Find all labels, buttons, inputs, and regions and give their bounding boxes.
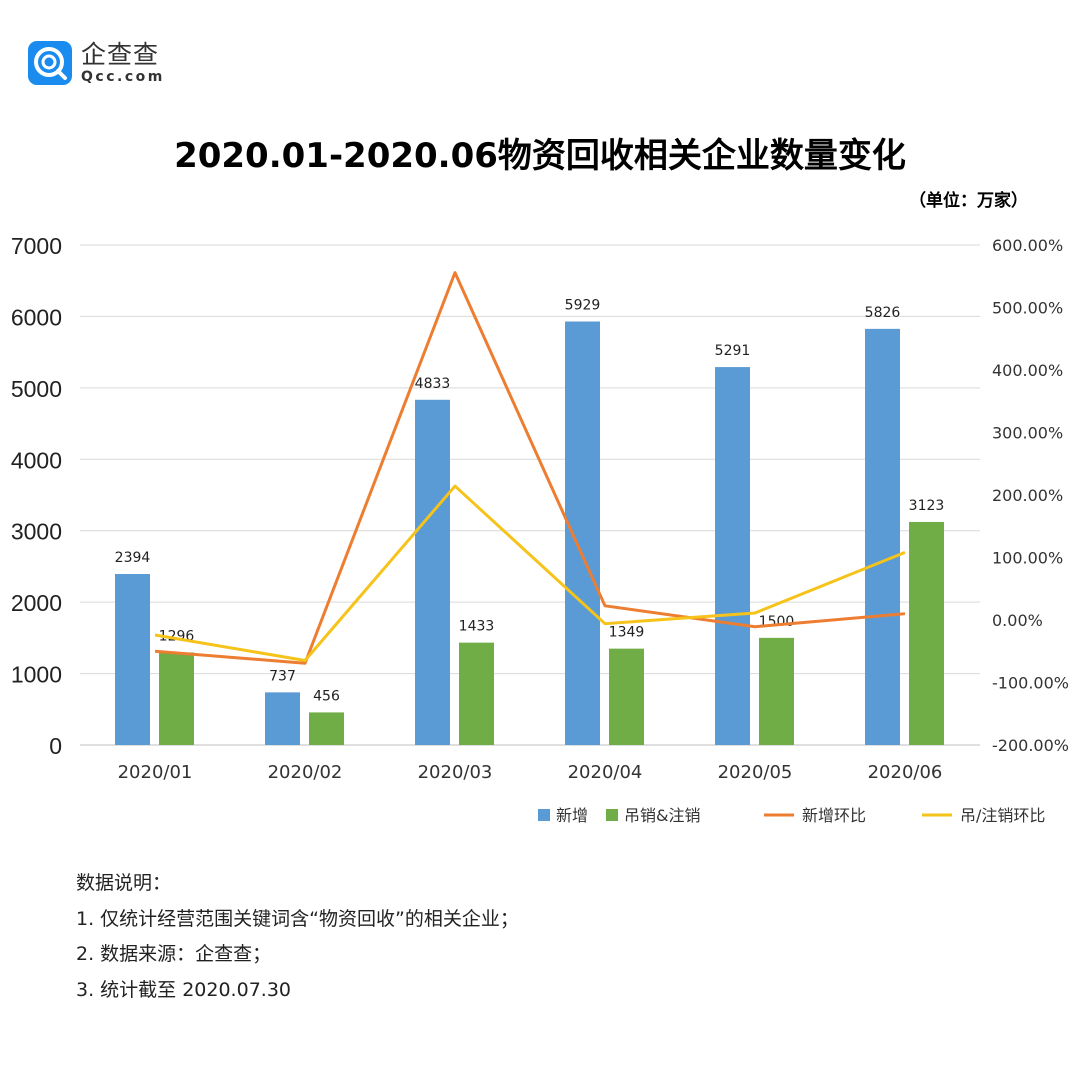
x-tick: 2020/04 [568, 762, 643, 783]
y-right-tick: 100.00% [992, 549, 1063, 568]
x-tick: 2020/06 [868, 762, 943, 783]
y-left-tick: 4000 [11, 447, 62, 473]
y-left-tick: 6000 [11, 304, 62, 330]
bar-revoked [609, 648, 644, 745]
y-left-tick: 1000 [11, 662, 62, 688]
bar-revoked [459, 642, 494, 745]
y-right-tick: 500.00% [992, 299, 1063, 318]
data-label: 4833 [415, 376, 451, 392]
chart: 0 1000 2000 3000 4000 5000 6000 7000 -200.00% -10… [11, 233, 1069, 825]
data-label: 5929 [565, 298, 601, 314]
bar-revoked [309, 712, 344, 745]
notes: 数据说明： 1. 仅统计经营范围关键词含“物资回收”的相关企业； 2. 数据来源… [76, 866, 519, 1008]
y-right-tick: 600.00% [992, 236, 1063, 255]
legend-swatch [538, 809, 550, 821]
bar-new [265, 692, 300, 745]
note-item: 1. 仅统计经营范围关键词含“物资回收”的相关企业； [76, 907, 519, 930]
note-item: 2. 数据来源：企查查； [76, 943, 272, 965]
y-right-tick: -200.00% [992, 736, 1069, 755]
bar-revoked [759, 637, 794, 745]
data-label: 456 [313, 688, 340, 704]
logo-icon [28, 41, 72, 85]
bar-new [415, 399, 450, 745]
y-left-tick: 7000 [11, 233, 62, 259]
y-right-tick: 400.00% [992, 361, 1063, 380]
bar-new [115, 574, 150, 745]
x-tick: 2020/01 [118, 762, 193, 783]
y-left-tick: 2000 [11, 590, 62, 616]
chart-title: 2020.01-2020.06物资回收相关企业数量变化 [174, 136, 906, 176]
logo-en: Qcc.com [81, 69, 165, 85]
data-label: 1349 [609, 625, 645, 641]
line-new-mom [154, 271, 906, 665]
data-label: 5291 [715, 343, 751, 359]
x-tick: 2020/05 [718, 762, 793, 783]
data-label: 2394 [115, 550, 151, 566]
data-label: 1433 [459, 619, 495, 635]
y-left-tick: 3000 [11, 519, 62, 545]
y-right-tick: 0.00% [992, 611, 1043, 630]
y-left-tick: 5000 [11, 376, 62, 402]
legend-label: 吊销&注销 [624, 806, 700, 825]
line-revoked-mom [154, 484, 906, 662]
bar-new [565, 321, 600, 745]
y-right-tick: 200.00% [992, 486, 1063, 505]
logo-cn: 企查查 [81, 40, 160, 69]
data-label: 737 [269, 668, 296, 684]
bar-revoked [909, 521, 944, 745]
y-right-tick: -100.00% [992, 674, 1069, 693]
logo: 企查查 Qcc.com [28, 41, 165, 85]
note-item: 3. 统计截至 2020.07.30 [76, 978, 291, 1001]
bar-revoked [159, 652, 194, 745]
bar-new [865, 328, 900, 745]
x-tick: 2020/02 [268, 762, 343, 783]
legend-label: 新增 [556, 806, 588, 825]
x-tick: 2020/03 [418, 762, 493, 783]
bar-new [715, 367, 750, 745]
y-right-tick: 300.00% [992, 424, 1063, 443]
y-left-tick: 0 [49, 733, 62, 759]
unit-label: （单位：万家） [909, 191, 1028, 211]
legend-label: 新增环比 [802, 806, 866, 825]
data-label: 3123 [909, 498, 945, 514]
legend-label: 吊/注销环比 [960, 806, 1045, 825]
data-label: 5826 [865, 305, 901, 321]
notes-heading: 数据说明： [76, 872, 172, 894]
legend-swatch [606, 809, 618, 821]
